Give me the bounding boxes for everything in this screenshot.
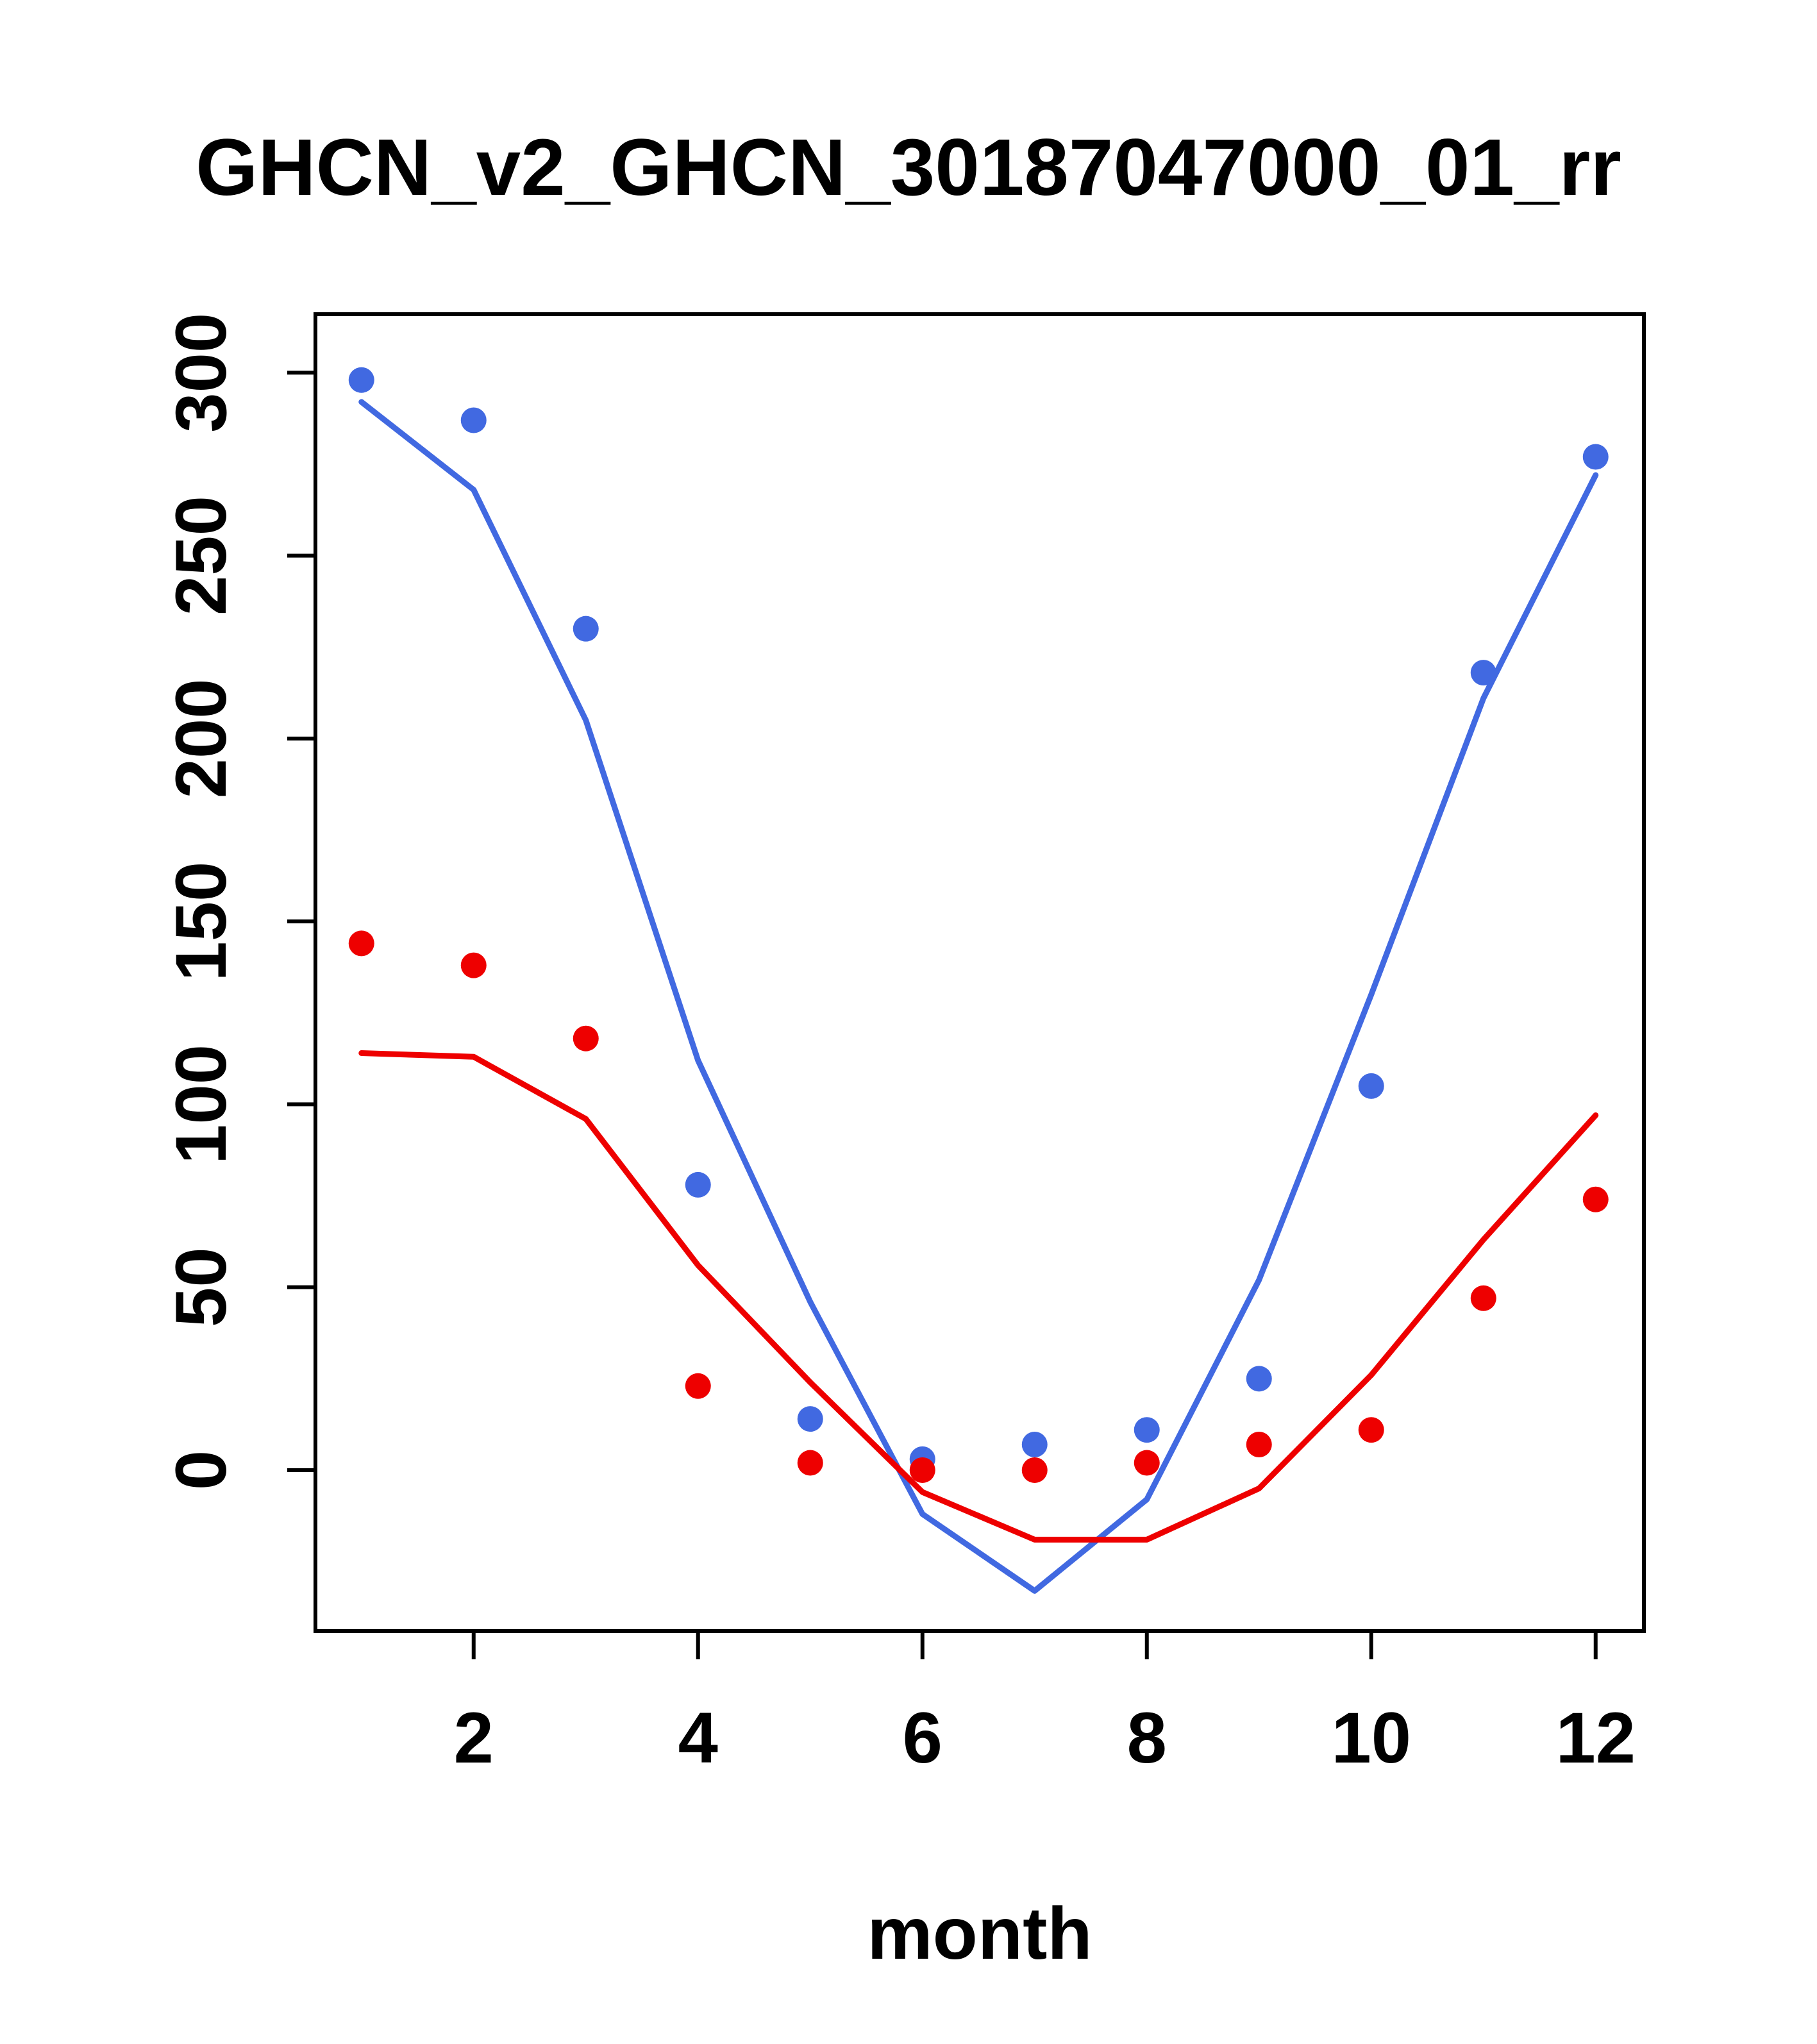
blue-points-point-m9 <box>1246 1366 1272 1392</box>
red-points-point-m10 <box>1358 1417 1384 1443</box>
blue-points-point-m4 <box>685 1171 711 1198</box>
red-points-point-m4 <box>685 1373 711 1399</box>
blue-points-point-m3 <box>573 616 599 642</box>
red-points-point-m6 <box>909 1457 935 1483</box>
red-points-point-m7 <box>1021 1457 1048 1483</box>
x-tick-label: 12 <box>1555 1698 1636 1778</box>
red-points-point-m11 <box>1470 1285 1496 1311</box>
x-tick-label: 4 <box>678 1698 718 1778</box>
x-tick-label: 2 <box>454 1698 494 1778</box>
blue-points-point-m1 <box>348 367 374 393</box>
y-tick-label: 200 <box>161 678 241 798</box>
red-points-point-m3 <box>573 1025 599 1051</box>
blue-points-point-m8 <box>1134 1417 1160 1443</box>
y-tick-label: 100 <box>161 1044 241 1164</box>
blue-points-point-m12 <box>1582 444 1609 470</box>
blue-points-point-m5 <box>797 1406 823 1432</box>
y-tick-label: 300 <box>161 313 241 433</box>
red-points-point-m2 <box>460 952 487 978</box>
chart-title: GHCN_v2_GHCN_30187047000_01_rr <box>196 123 1621 212</box>
red-points-point-m1 <box>348 930 374 957</box>
blue-points-point-m11 <box>1470 660 1496 686</box>
blue-points-point-m10 <box>1358 1073 1384 1099</box>
blue-points-point-m7 <box>1021 1432 1048 1458</box>
red-line <box>358 1050 1599 1543</box>
y-tick-label: 0 <box>161 1450 241 1490</box>
blue-points-point-m2 <box>460 407 487 433</box>
x-tick-label: 10 <box>1331 1698 1411 1778</box>
x-tick-label: 6 <box>903 1698 942 1778</box>
plot-box <box>314 312 1646 1633</box>
x-tick-label: 8 <box>1127 1698 1167 1778</box>
y-tick-label: 250 <box>161 496 241 616</box>
red-points-point-m9 <box>1246 1432 1272 1458</box>
y-tick-label: 50 <box>161 1247 241 1327</box>
x-axis-label: month <box>867 1893 1093 1975</box>
red-points-point-m5 <box>797 1450 823 1476</box>
y-tick-label: 150 <box>161 862 241 982</box>
blue-line <box>358 399 1599 1594</box>
red-points-point-m8 <box>1134 1450 1160 1476</box>
red-points-point-m12 <box>1582 1186 1609 1212</box>
